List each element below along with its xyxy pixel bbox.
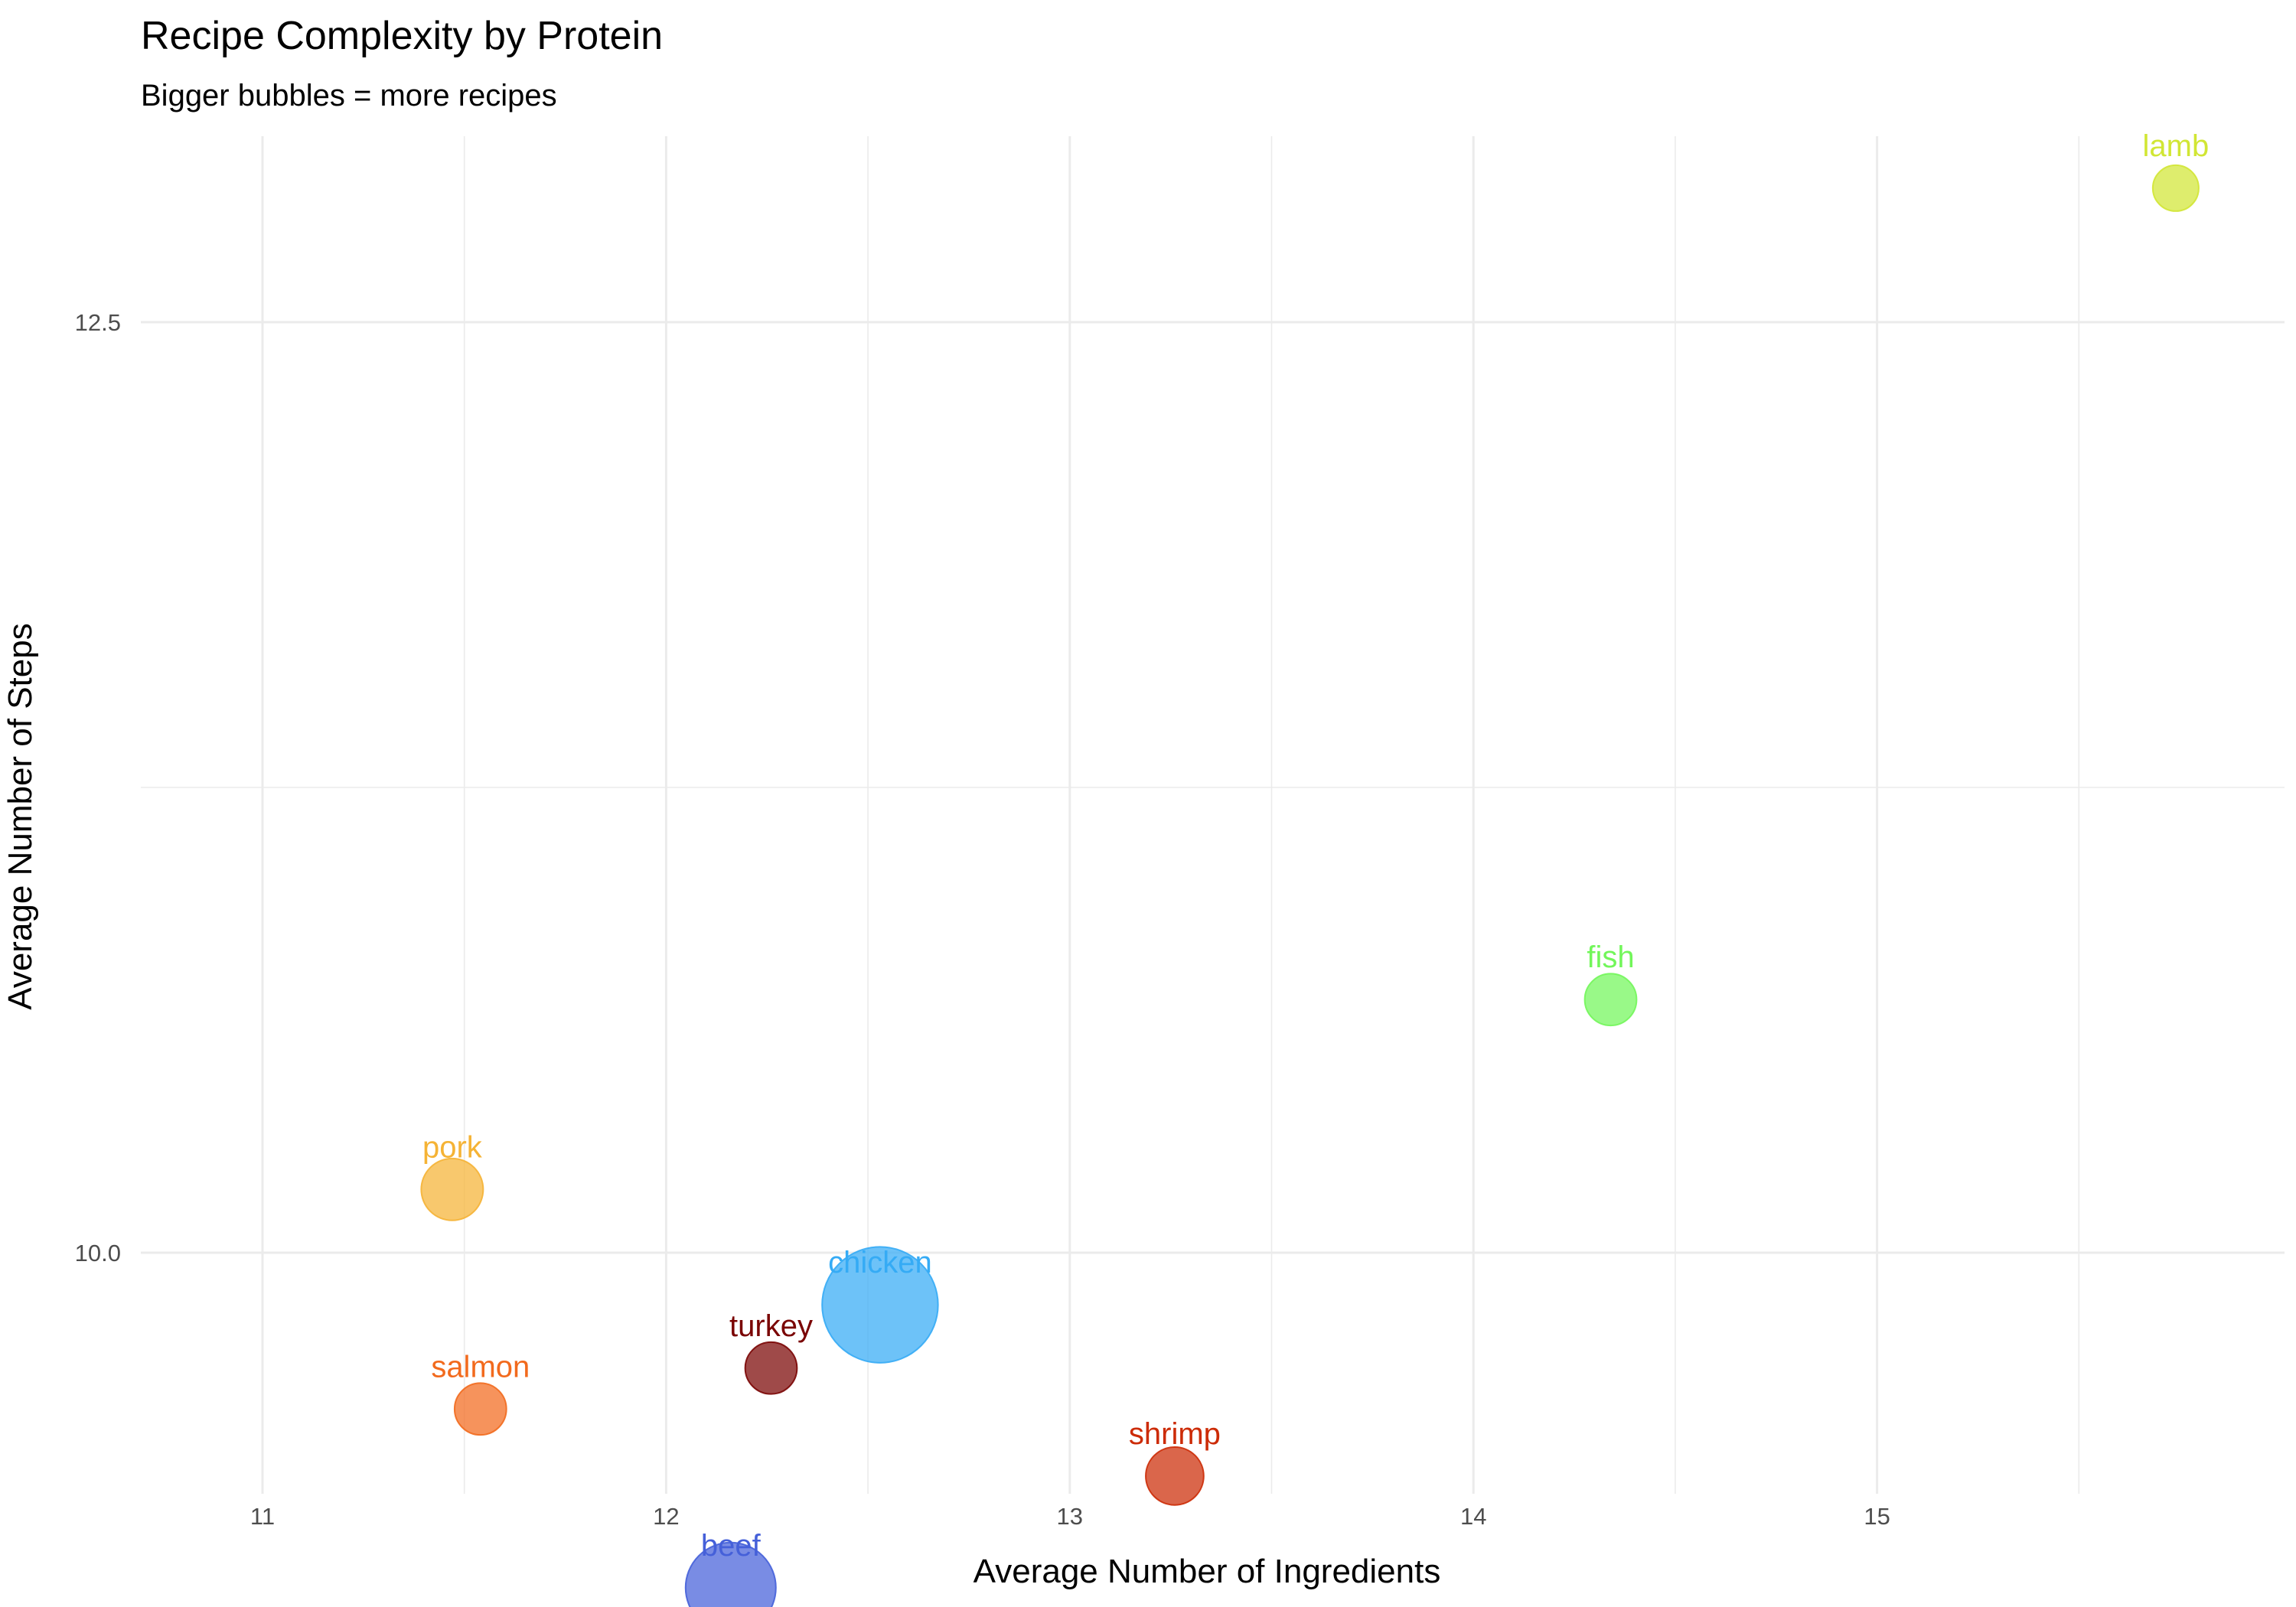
y-tick-label: 10.0 — [75, 1240, 121, 1266]
data-bubbles — [420, 164, 2200, 1607]
bubble-label-salmon: salmon — [431, 1350, 530, 1384]
x-tick-label: 15 — [1864, 1503, 1890, 1530]
x-tick-label: 11 — [250, 1503, 275, 1530]
y-tick-label: 12.5 — [75, 309, 121, 336]
bubble-label-fish: fish — [1587, 940, 1634, 974]
bubble-label-turkey: turkey — [729, 1309, 813, 1343]
bubble-salmon — [453, 1382, 507, 1436]
bubble-label-chicken: chicken — [828, 1246, 932, 1279]
bubble-shrimp — [1145, 1446, 1205, 1506]
data-labels: baconporksalmonbeefturkeychickenshrimpfi… — [422, 129, 2210, 1563]
bubble-pork — [420, 1157, 484, 1221]
x-tick-label: 14 — [1460, 1503, 1486, 1530]
y-axis-ticks: 10.012.515.017.5 — [75, 309, 121, 1266]
chart-title: Recipe Complexity by Protein — [141, 14, 663, 58]
bubble-turkey — [744, 1341, 798, 1395]
bubble-label-beef: beef — [701, 1529, 762, 1563]
x-tick-label: 12 — [653, 1503, 679, 1530]
x-tick-label: 13 — [1057, 1503, 1083, 1530]
bubble-label-shrimp: shrimp — [1129, 1417, 1221, 1451]
bubble-lamb — [2151, 164, 2200, 212]
y-axis-title: Average Number of Steps — [2, 623, 39, 1009]
x-axis-title: Average Number of Ingredients — [974, 1553, 1441, 1590]
plot-grid — [141, 136, 2285, 1494]
x-axis-ticks: 11 12 13 14 15 — [250, 1503, 1890, 1530]
bubble-label-lamb: lamb — [2143, 129, 2210, 163]
chart-subtitle: Bigger bubbles = more recipes — [141, 79, 557, 112]
bubble-beef — [684, 1541, 777, 1607]
bubble-label-pork: pork — [422, 1130, 483, 1164]
bubble-fish — [1583, 973, 1638, 1027]
bubble-chicken — [821, 1246, 939, 1364]
